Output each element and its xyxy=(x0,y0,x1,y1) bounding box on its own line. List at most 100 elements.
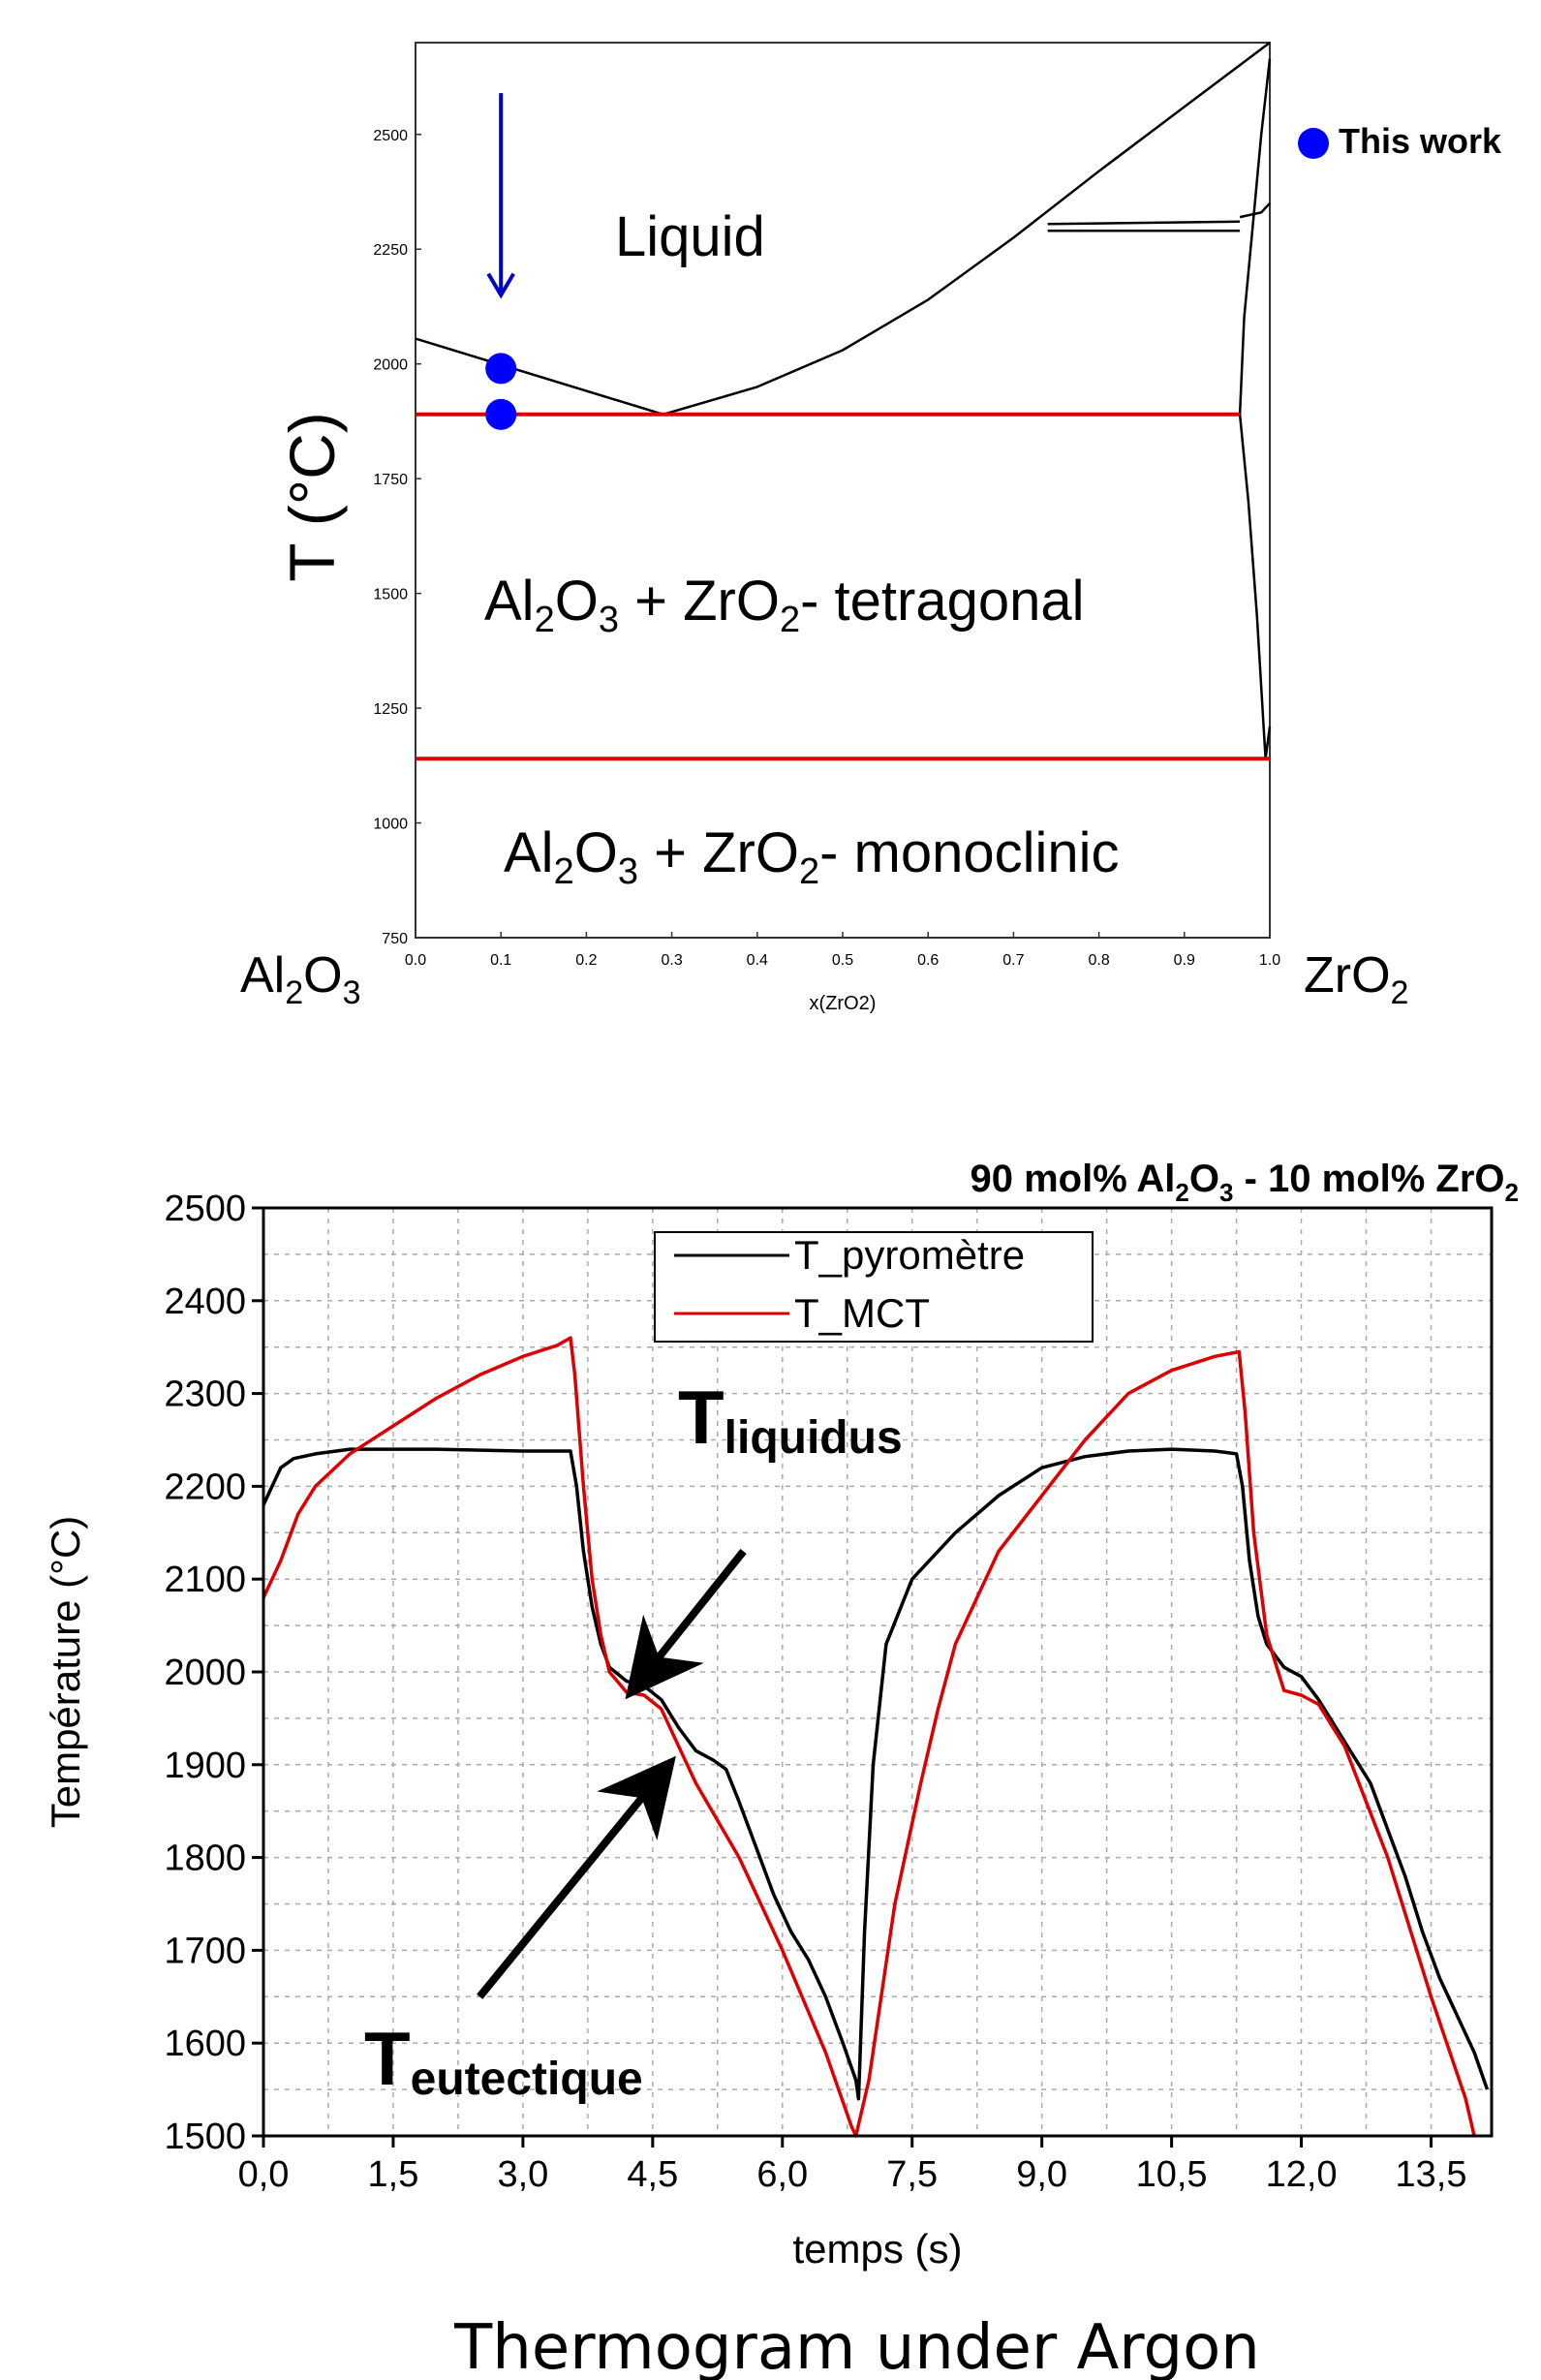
thermogram-y-ticks: 1500 1600 1700 1800 1900 2000 2100 2200 2300 2400… xyxy=(164,1189,263,2157)
pd-y-tick-label-0: 750 xyxy=(382,931,408,947)
th-x-tick-label-0: 0,0 xyxy=(238,2154,290,2195)
pd-line-7 xyxy=(1264,726,1272,759)
title-s3: 2 xyxy=(1505,1178,1519,1207)
pd-line-4 xyxy=(1238,58,1272,415)
thermogram-lines xyxy=(262,1336,1490,2138)
thermogram-annotations xyxy=(477,1548,747,1999)
th-x-tick-label-5: 7,5 xyxy=(886,2154,938,2195)
annotation-eutectique-sub: eutectique xyxy=(411,2054,643,2105)
th-x-tick-label-6: 9,0 xyxy=(1016,2154,1067,2195)
th-y-tick-label-4: 1900 xyxy=(164,1746,246,1786)
th-annotation-arrow-0 xyxy=(625,1548,747,1700)
title-p3: - 10 mol% ZrO xyxy=(1233,1158,1504,1200)
th-y-tick-label-5: 2000 xyxy=(164,1653,246,1693)
tetragonal-p4: - tetragonal xyxy=(800,570,1084,633)
th-series-line-1 xyxy=(262,1336,1476,2138)
tetragonal-s2: 3 xyxy=(599,600,619,640)
tetragonal-s1: 2 xyxy=(535,600,555,640)
phase-diagram-x-axis-label: x(ZrO2) xyxy=(810,993,877,1014)
phase-diagram-plot-area xyxy=(415,42,1271,939)
th-y-tick-label-2: 1700 xyxy=(164,1931,246,1971)
th-y-tick-label-7: 2200 xyxy=(164,1467,246,1507)
left-end-label: Al2O3 xyxy=(240,947,361,1011)
th-y-tick-label-3: 1800 xyxy=(164,1839,246,1879)
th-series-line-0 xyxy=(262,1447,1490,2101)
pd-x-tick-label-7: 0.7 xyxy=(1002,952,1024,969)
th-y-tick-label-8: 2300 xyxy=(164,1375,246,1415)
thermogram-grid xyxy=(262,1207,1492,2137)
phase-diagram-points xyxy=(485,353,517,430)
pd-x-tick-label-0: 0.0 xyxy=(405,952,426,969)
th-x-tick-label-4: 6,0 xyxy=(756,2154,808,2195)
thermogram-title: 90 mol% Al2O3 - 10 mol% ZrO2 xyxy=(970,1158,1519,1207)
monoclinic-p1: Al xyxy=(504,821,554,884)
thermogram-chart: 1500 1600 1700 1800 1900 2000 2100 2200 2300 2400… xyxy=(43,1158,1519,2272)
thermogram-y-axis-label: Température (°C) xyxy=(43,1516,88,1829)
th-y-tick-label-9: 2400 xyxy=(164,1282,246,1322)
pd-y-tick-label-2: 1250 xyxy=(373,701,408,718)
pd-line-3 xyxy=(1047,220,1241,226)
phase-diagram-x-ticks: 0.0 0.1 0.2 0.3 0.4 0.5 0.6 0.7 0.8 0.9 1.0 xyxy=(405,932,1280,969)
annotation-liquidus-sub: liquidus xyxy=(724,1412,903,1464)
thermogram-legend: T_pyromètre T_MCT xyxy=(654,1231,1094,1343)
legend-label-mct: T_MCT xyxy=(794,1290,930,1336)
left-end-sub2: 3 xyxy=(343,974,361,1011)
pd-x-tick-label-10: 1.0 xyxy=(1259,952,1280,969)
phase-diagram-y-ticks: 750 1000 1250 1500 1750 2000 2250 2500 xyxy=(373,128,421,947)
th-y-tick-label-6: 2100 xyxy=(164,1560,246,1600)
th-y-tick-label-10: 2500 xyxy=(164,1189,246,1229)
th-y-tick-label-0: 1500 xyxy=(164,2117,246,2157)
title-p2: O xyxy=(1189,1158,1219,1200)
right-end-zro: ZrO xyxy=(1304,947,1391,1004)
right-end-sub: 2 xyxy=(1391,974,1409,1011)
left-end-o: O xyxy=(303,947,342,1004)
tetragonal-p1: Al xyxy=(484,570,535,633)
left-end-al: Al xyxy=(240,947,285,1004)
pd-y-tick-label-5: 2000 xyxy=(373,357,408,374)
annotation-liquidus-t: T xyxy=(678,1375,724,1460)
thermogram-x-ticks: 0,0 1,5 3,0 4,5 6,0 7,5 9,0 10,5 12,0 13,5 xyxy=(238,2136,1466,2195)
legend-label-pyrometre: T_pyromètre xyxy=(794,1232,1025,1278)
pd-y-tick-label-4: 1750 xyxy=(373,472,408,488)
pd-line-0 xyxy=(415,337,664,416)
figure-caption: Thermogram under Argon xyxy=(453,2312,1260,2380)
pd-x-tick-label-2: 0.2 xyxy=(575,952,597,969)
phase-diagram-annotations xyxy=(486,93,515,299)
th-x-tick-label-2: 3,0 xyxy=(497,2154,548,2195)
tetragonal-p2: O xyxy=(555,570,599,633)
pd-x-tick-label-5: 0.5 xyxy=(832,952,853,969)
annotation-liquidus: Tliquidus xyxy=(678,1375,903,1464)
th-y-tick-label-1: 1600 xyxy=(164,2024,246,2064)
pd-y-tick-label-3: 1500 xyxy=(373,587,408,603)
pd-line-1 xyxy=(663,42,1271,416)
annotation-eutectique: Teutectique xyxy=(364,2016,643,2105)
pd-line-5 xyxy=(1238,414,1267,759)
pd-line-6 xyxy=(1239,201,1271,219)
annotation-eutectique-t: T xyxy=(364,2016,411,2101)
monoclinic-s3: 2 xyxy=(799,851,819,892)
phase-diagram-lines xyxy=(415,42,1272,761)
pd-y-tick-label-7: 2500 xyxy=(373,128,408,144)
pd-x-tick-label-1: 0.1 xyxy=(490,952,511,969)
region-label-liquid: Liquid xyxy=(615,205,765,268)
th-x-tick-label-8: 12,0 xyxy=(1266,2154,1338,2195)
title-s2: 3 xyxy=(1219,1178,1233,1207)
pd-x-tick-label-6: 0.6 xyxy=(917,952,939,969)
pd-data-point-1 xyxy=(485,398,517,430)
pd-y-tick-label-6: 2250 xyxy=(373,242,408,259)
region-label-tetragonal: Al2O3 + ZrO2- tetragonal xyxy=(484,570,1085,640)
th-annotation-arrow-1 xyxy=(477,1755,676,1999)
monoclinic-s2: 3 xyxy=(618,851,638,892)
title-p1: 90 mol% Al xyxy=(970,1158,1175,1200)
pd-arrow-head-0 xyxy=(486,272,515,299)
left-end-sub1: 2 xyxy=(285,974,303,1011)
legend-box xyxy=(654,1231,1094,1343)
monoclinic-p3: + ZrO xyxy=(638,821,799,884)
monoclinic-s1: 2 xyxy=(554,851,574,892)
th-x-tick-label-1: 1,5 xyxy=(368,2154,419,2195)
region-label-monoclinic: Al2O3 + ZrO2- monoclinic xyxy=(504,821,1120,892)
legend-marker xyxy=(1298,128,1329,159)
tetragonal-s3: 2 xyxy=(780,600,800,640)
